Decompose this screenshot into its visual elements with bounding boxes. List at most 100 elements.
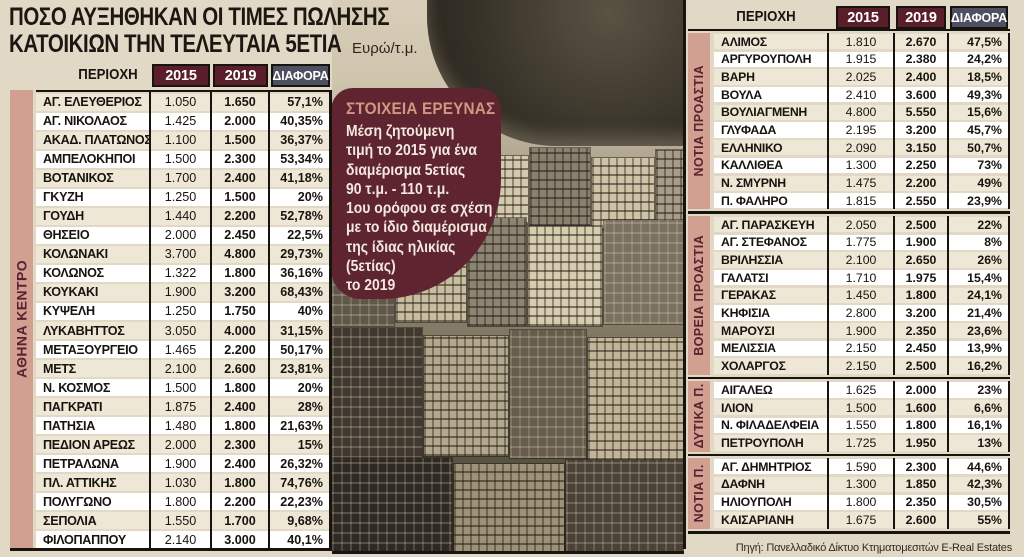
region-name-cell: ΗΛΙΟΥΠΟΛΗ — [714, 494, 828, 510]
diff-percent-cell: 16,2% — [948, 358, 1008, 374]
price-2019-cell: 1.950 — [894, 435, 948, 451]
price-2015-cell: 4.800 — [828, 104, 894, 121]
diff-percent-cell: 52,78% — [269, 208, 329, 225]
region-name-cell: ΔΑΦΝΗ — [714, 476, 828, 493]
price-2019-cell: 1.850 — [894, 476, 948, 493]
column-divider-line — [893, 381, 895, 452]
table-row: ΑΜΠΕΛΟΚΗΠΟΙ 1.500 2.300 53,34% — [36, 151, 329, 168]
diff-percent-cell: 47,5% — [948, 34, 1008, 50]
price-2015-cell: 1.500 — [150, 379, 211, 396]
diff-percent-cell: 23,6% — [948, 323, 1008, 339]
building-shape — [332, 328, 422, 458]
region-name-cell: ΑΡΓΥΡΟΥΠΟΛΗ — [714, 51, 828, 67]
region-name-cell: ΓΟΥΔΗ — [36, 208, 150, 225]
diff-percent-cell: 23,81% — [269, 360, 329, 377]
price-2019-cell: 2.500 — [894, 358, 948, 374]
region-name-cell: ΛΥΚΑΒΗΤΤΟΣ — [36, 322, 150, 339]
price-2019-cell: 3.200 — [894, 305, 948, 321]
table-row: ΕΛΛΗΝΙΚΟ 2.090 3.150 50,7% — [714, 140, 1008, 156]
region-name-cell: ΦΙΛΟΠΑΠΠΟΥ — [36, 531, 150, 548]
price-2019-cell: 1.800 — [211, 417, 269, 434]
region-name-cell: ΚΑΛΛΙΘΕΑ — [714, 157, 828, 174]
price-2019-cell: 2.300 — [211, 151, 269, 168]
price-2015-cell: 1.465 — [150, 341, 211, 358]
left-header-diff: ΔΙΑΦΟΡΑ — [271, 64, 330, 87]
section-label: ΔΥΤΙΚΑ Π. — [692, 384, 706, 449]
section-divider-line — [688, 376, 1010, 380]
diff-percent-cell: 55% — [948, 512, 1008, 528]
price-2019-cell: 2.450 — [894, 340, 948, 357]
diff-percent-cell: 8% — [948, 234, 1008, 250]
table-row: ΚΟΛΩΝΑΚΙ 3.700 4.800 29,73% — [36, 246, 329, 263]
table-row: ΑΓ. ΝΙΚΟΛΑΟΣ 1.425 2.000 40,35% — [36, 113, 329, 130]
price-2015-cell: 1.425 — [150, 113, 211, 130]
table-row: ΠΟΛΥΓΩΝΟ 1.800 2.200 22,23% — [36, 493, 329, 510]
diff-percent-cell: 22% — [948, 216, 1008, 233]
column-divider-line — [210, 92, 212, 548]
section-rows: ΑΓ. ΔΗΜΗΤΡΙΟΣ 1.590 2.300 44,6% ΔΑΦΝΗ 1.300 1.… — [714, 458, 1010, 529]
page-title: ΠΟΣΟ ΑΥΞΗΘΗΚΑΝ ΟΙ ΤΙΜΕΣ ΠΩΛΗΣΗΣ ΚΑΤΟΙΚΙΩ… — [9, 4, 473, 58]
price-2019-cell: 2.400 — [211, 455, 269, 472]
diff-percent-cell: 30,5% — [948, 494, 1008, 510]
price-2015-cell: 1.250 — [150, 303, 211, 320]
price-2019-cell: 2.250 — [894, 157, 948, 174]
research-note-lines: Μέση ζητούμενη τιμή το 2015 για ένα διαμέρ… — [346, 122, 496, 296]
price-2015-cell: 1.300 — [828, 157, 894, 174]
region-name-cell: ΠΕΤΡΟΥΠΟΛΗ — [714, 435, 828, 451]
region-name-cell: ΧΟΛΑΡΓΟΣ — [714, 358, 828, 374]
region-name-cell: ΒΟΥΛΙΑΓΜΕΝΗ — [714, 104, 828, 121]
diff-percent-cell: 13,9% — [948, 340, 1008, 357]
table-row: ΠΕΤΡΟΥΠΟΛΗ 1.725 1.950 13% — [714, 435, 1008, 451]
price-2019-cell: 1.700 — [211, 512, 269, 529]
table-row: ΑΓ. ΠΑΡΑΣΚΕΥΗ 2.050 2.500 22% — [714, 216, 1008, 233]
price-2015-cell: 1.300 — [828, 476, 894, 493]
price-2015-cell: 2.025 — [828, 69, 894, 85]
building-shape — [332, 458, 452, 551]
table-row: ΓΚΥΖΗ 1.250 1.500 20% — [36, 189, 329, 206]
price-2015-cell: 2.150 — [828, 340, 894, 357]
table-row: ΦΙΛΟΠΑΠΠΟΥ 2.140 3.000 40,1% — [36, 531, 329, 548]
price-2019-cell: 2.200 — [211, 341, 269, 358]
region-name-cell: ΠΑΓΚΡΑΤΙ — [36, 398, 150, 415]
panel-divider-line — [683, 0, 686, 549]
column-divider-line — [268, 92, 270, 548]
research-note-line: με το ίδιο διαμέρισμα — [346, 219, 487, 237]
price-2015-cell: 1.815 — [828, 193, 894, 209]
diff-percent-cell: 22,5% — [269, 227, 329, 244]
table-row: Ν. ΚΟΣΜΟΣ 1.500 1.800 20% — [36, 379, 329, 396]
region-name-cell: ΚΟΛΩΝΟΣ — [36, 265, 150, 282]
price-2019-cell: 2.500 — [894, 216, 948, 233]
price-2015-cell: 1.875 — [150, 398, 211, 415]
price-2015-cell: 2.050 — [828, 216, 894, 233]
section-bar: ΒΟΡΕΙΑ ΠΡΟΑΣΤΙΑ — [688, 215, 710, 375]
building-shape — [588, 338, 684, 460]
section-bar: ΝΟΤΙΑ Π. — [688, 458, 710, 529]
building-shape — [566, 460, 684, 551]
section-bar-athens-center: ΑΘΗΝΑ ΚΕΝΤΡΟ — [10, 90, 33, 548]
region-name-cell: ΜΑΡΟΥΣΙ — [714, 323, 828, 339]
left-table-header: ΠΕΡΙΟΧΗ 2015 2019 ΔΙΑΦΟΡΑ — [10, 62, 332, 87]
building-shape — [510, 330, 586, 458]
diff-percent-cell: 49,3% — [948, 87, 1008, 103]
diff-percent-cell: 24,1% — [948, 287, 1008, 304]
price-2019-cell: 2.200 — [211, 493, 269, 510]
price-2019-cell: 1.900 — [894, 234, 948, 250]
table-row: ΧΟΛΑΡΓΟΣ 2.150 2.500 16,2% — [714, 358, 1008, 374]
building-shape — [454, 464, 564, 551]
table-row: ΑΡΓΥΡΟΥΠΟΛΗ 1.915 2.380 24,2% — [714, 51, 1008, 67]
unit-label: Ευρώ/τ.μ. — [352, 40, 418, 57]
price-2019-cell: 4.800 — [211, 246, 269, 263]
price-2019-cell: 1.600 — [894, 399, 948, 416]
column-divider-line — [893, 458, 895, 529]
price-2015-cell: 2.410 — [828, 87, 894, 103]
diff-percent-cell: 26% — [948, 252, 1008, 268]
table-row: ΚΗΦΙΣΙΑ 2.800 3.200 21,4% — [714, 305, 1008, 321]
price-2015-cell: 2.100 — [828, 252, 894, 268]
diff-percent-cell: 20% — [269, 379, 329, 396]
table-row: ΚΟΥΚΑΚΙ 1.900 3.200 68,43% — [36, 284, 329, 301]
column-divider-line — [827, 215, 829, 375]
price-2015-cell: 1.100 — [150, 132, 211, 149]
region-name-cell: Ν. ΣΜΥΡΝΗ — [714, 175, 828, 191]
column-divider-line — [827, 458, 829, 529]
